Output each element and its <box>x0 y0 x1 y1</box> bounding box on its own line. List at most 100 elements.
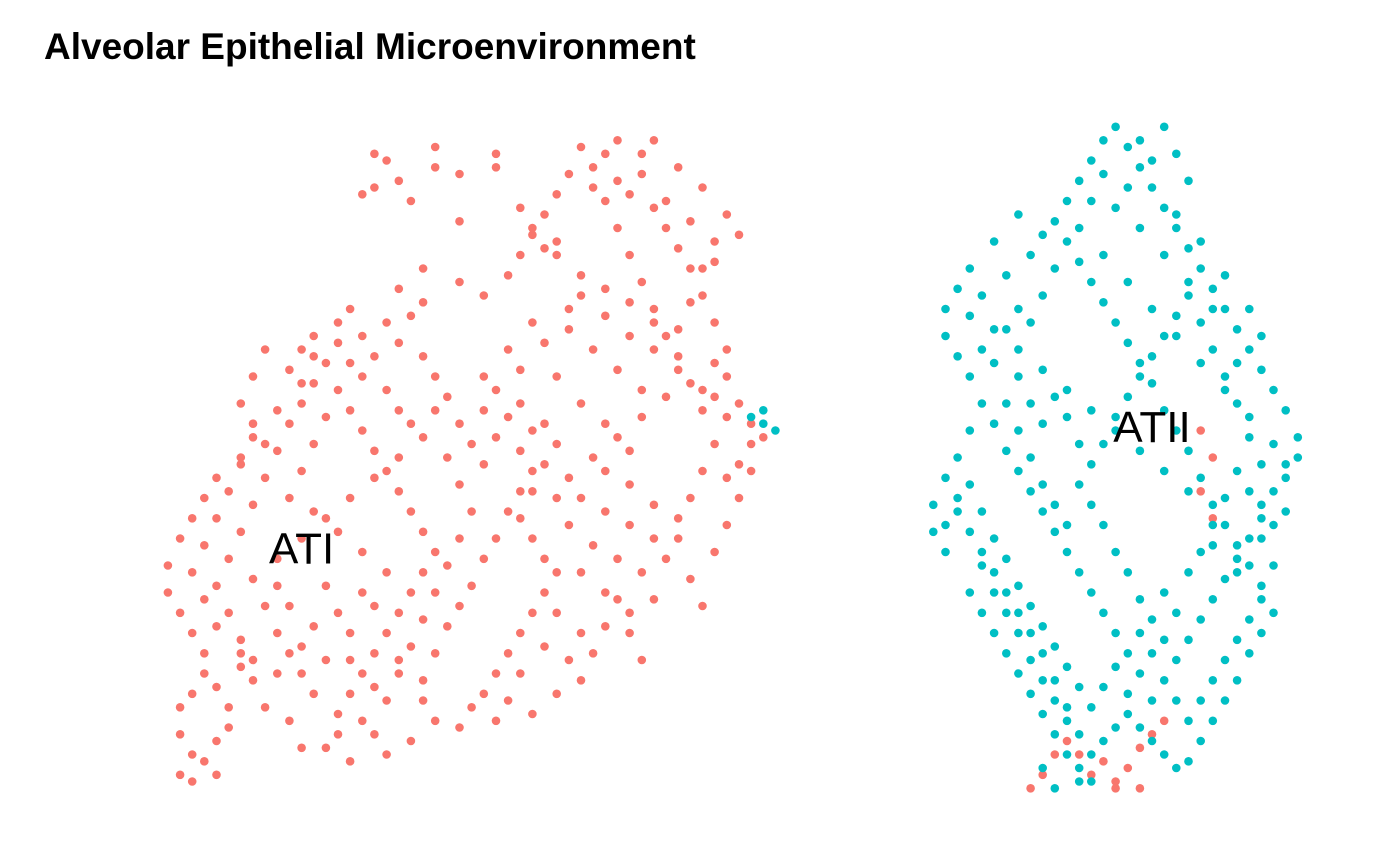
point-ati-139 <box>418 352 428 361</box>
point-ati-213 <box>673 244 683 253</box>
point-atii-228 <box>1002 608 1011 618</box>
point-ati-26 <box>333 318 343 327</box>
point-ati-180 <box>455 419 464 429</box>
point-ati-233 <box>601 196 610 206</box>
point-atii-147 <box>1026 453 1035 462</box>
point-atii-22 <box>1269 608 1278 618</box>
point-atii-117 <box>1172 331 1181 341</box>
point-ati-120 <box>200 595 209 604</box>
point-ati-275 <box>576 493 586 503</box>
point-atii-3 <box>746 412 756 422</box>
point-ati-39 <box>175 534 185 543</box>
point-atii-121 <box>1074 223 1084 233</box>
point-ati-140 <box>394 338 404 348</box>
point-ati-236 <box>552 190 561 199</box>
point-atii-25 <box>1232 541 1242 550</box>
point-ati-98 <box>370 473 379 483</box>
point-ati-13 <box>528 223 537 233</box>
point-atii-226 <box>989 588 999 597</box>
points-layer <box>163 122 1303 793</box>
point-ati-97 <box>345 493 355 503</box>
point-ati-106 <box>430 588 440 597</box>
point-ati-169 <box>455 601 464 611</box>
point-atii-244 <box>953 507 962 516</box>
point-atii-175 <box>1172 696 1181 705</box>
point-ati-279 <box>673 514 683 523</box>
point-atii-74 <box>1123 649 1133 658</box>
point-ati-289 <box>588 345 598 354</box>
point-ati-29 <box>285 365 294 375</box>
point-ati-107 <box>418 615 428 624</box>
point-atii-75 <box>1111 628 1120 638</box>
point-atii-132 <box>1172 210 1181 219</box>
point-atii-51 <box>1184 244 1193 253</box>
point-atii-96 <box>989 237 999 246</box>
point-ati-175 <box>528 466 537 476</box>
point-ati-308 <box>540 642 549 651</box>
point-atii-20 <box>1245 649 1254 658</box>
point-ati-229 <box>649 304 659 314</box>
point-ati-273 <box>588 453 598 462</box>
point-ati-222 <box>734 460 744 469</box>
point-atii-213 <box>1147 649 1157 658</box>
point-atii-250 <box>1002 649 1011 658</box>
point-ati-22 <box>406 311 416 321</box>
point-atii-19 <box>1232 676 1242 685</box>
point-atii-140 <box>1087 196 1096 206</box>
cluster-label-atii: ATII <box>1113 403 1190 452</box>
point-ati-230 <box>637 277 647 287</box>
point-atii-218 <box>1208 520 1218 530</box>
point-atii-41 <box>1062 196 1072 206</box>
point-ati-145 <box>297 466 306 476</box>
point-ati-266 <box>601 311 610 321</box>
point-atii-10 <box>1123 709 1133 719</box>
point-atii-13 <box>1159 750 1169 759</box>
point-atii-104 <box>1087 406 1096 415</box>
point-ati-272 <box>613 433 622 442</box>
point-atii-36 <box>1099 298 1108 307</box>
point-ati-349 <box>1026 784 1035 793</box>
point-atii-168 <box>1257 595 1266 604</box>
point-atii-154 <box>1111 412 1120 422</box>
point-ati-42 <box>175 608 185 618</box>
point-ati-131 <box>345 358 355 368</box>
point-ati-138 <box>430 372 440 381</box>
point-ati-136 <box>430 406 440 415</box>
point-ati-330 <box>722 412 732 422</box>
point-ati-67 <box>285 419 294 429</box>
point-atii-65 <box>1232 554 1242 564</box>
point-atii-63 <box>1257 514 1266 523</box>
point-ati-80 <box>418 568 428 577</box>
point-atii-255 <box>1062 750 1072 759</box>
point-atii-81 <box>1038 507 1047 516</box>
point-atii-43 <box>1087 156 1096 165</box>
point-ati-311 <box>491 716 501 726</box>
point-ati-205 <box>576 142 586 152</box>
point-atii-134 <box>1135 136 1145 145</box>
point-ati-239 <box>552 250 561 260</box>
point-ati-82 <box>394 608 404 618</box>
point-ati-53 <box>175 770 185 780</box>
point-atii-185 <box>1050 392 1060 402</box>
point-ati-331 <box>710 392 719 402</box>
point-ati-341 <box>1159 716 1169 726</box>
point-ati-103 <box>467 507 476 516</box>
point-atii-150 <box>1062 520 1072 530</box>
point-ati-305 <box>552 608 561 618</box>
point-atii-126 <box>1208 304 1218 314</box>
point-ati-115 <box>285 716 294 726</box>
point-ati-185 <box>540 460 549 469</box>
point-atii-99 <box>941 304 950 314</box>
point-ati-176 <box>516 446 525 456</box>
point-ati-155 <box>273 581 282 591</box>
point-atii-189 <box>1002 325 1011 334</box>
point-ati-317 <box>613 595 622 604</box>
point-ati-75 <box>382 466 391 476</box>
point-atii-5 <box>1050 784 1060 793</box>
point-atii-222 <box>1257 500 1266 510</box>
point-atii-29 <box>1184 446 1193 456</box>
point-atii-76 <box>1099 608 1108 618</box>
cluster-label-ati: ATI <box>269 525 334 574</box>
point-atii-137 <box>1184 176 1193 186</box>
point-atii-38 <box>1074 257 1084 267</box>
